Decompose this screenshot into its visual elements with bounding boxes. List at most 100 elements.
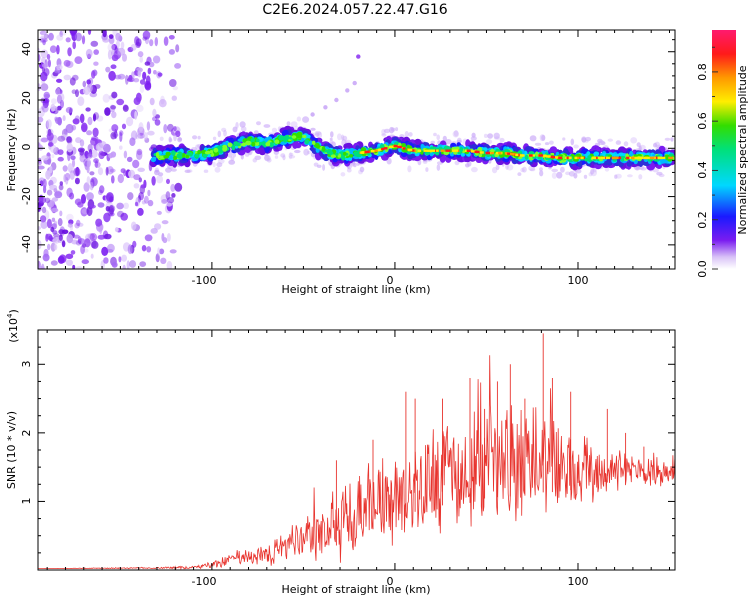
halo-blob [445,139,452,145]
ridge-core [427,149,430,152]
noise-blob [54,191,63,199]
ridge-core [643,156,648,160]
colorbar: 0.0 0.2 0.4 0.6 0.8 Normalized spectral … [696,30,749,278]
noise-blob [38,83,41,92]
halo-blob [454,160,460,166]
noise-blob [89,171,95,176]
noise-blob [63,128,68,136]
ridge-blob [296,135,303,139]
noise-blob [132,240,137,248]
noise-blob [46,53,51,60]
ridge-blob [661,159,669,164]
halo-blob [316,164,322,168]
ridge-core [423,149,429,152]
noise-blob [49,45,57,53]
noise-blob [108,70,116,81]
ridge-blob [163,154,170,159]
ridge-blob [255,138,260,143]
halo-blob [337,133,342,141]
noise-blob [88,204,96,209]
noise-blob [106,192,114,202]
ridge-core [429,149,434,152]
ridge-blob [150,157,157,163]
noise-blob [166,197,175,204]
ridge-blob [301,134,307,139]
noise-blob [87,30,92,35]
noise-blob [172,86,179,91]
halo-blob [470,136,477,141]
halo-blob [235,122,239,129]
halo-blob [212,136,217,141]
halo-blob [636,142,641,148]
noise-blob [53,188,58,193]
noise-blob [77,96,85,106]
noise-blob [38,159,42,166]
noise-blob [123,202,129,209]
ridge-blob [638,159,644,167]
noise-blob [56,236,64,244]
noise-blob [174,182,183,192]
noise-blob [47,142,54,147]
ridge-blob [155,151,160,158]
noise-blob [41,32,48,40]
noise-blob [38,266,45,269]
halo-blob [452,130,459,138]
halo-blob [544,142,550,146]
noise-blob [52,238,59,244]
halo-blob [483,133,488,138]
ridge-blob [265,141,271,147]
noise-blob [129,260,137,268]
ridge-blob [614,153,620,158]
halo-blob [597,138,603,144]
ridge-blob [292,141,298,149]
ridge-core [361,151,365,154]
ridge-core [436,149,439,152]
noise-blob [154,223,162,230]
halo-blob [640,167,647,171]
spectrogram-ytick: 40 [20,42,33,56]
noise-blob [134,201,139,207]
ridge-blob [233,141,238,146]
halo-blob [570,138,575,146]
halo-blob [329,137,333,141]
noise-blob [104,233,112,240]
noise-blob [58,184,64,191]
halo-blob [168,136,172,143]
noise-blob [74,177,80,185]
noise-blob [41,105,45,110]
ridge-blob [245,140,252,146]
halo-blob [485,139,493,145]
noise-blob [94,161,101,168]
ridge-core [633,156,639,160]
noise-blob [146,246,152,253]
noise-blob [69,77,76,86]
snr-xtick: 100 [568,575,589,588]
noise-blob [173,126,177,132]
halo-blob [499,137,505,143]
halo-blob [471,166,478,173]
noise-blob [165,191,171,200]
noise-blob [105,166,109,176]
noise-blob [139,56,143,63]
noise-blob [168,35,175,40]
noise-blob [79,113,85,124]
noise-blob [107,49,112,60]
halo-blob [652,168,659,173]
halo-blob [212,161,216,168]
noise-blob [72,41,76,50]
noise-blob [175,130,181,138]
noise-blob [72,118,80,125]
noise-blob [139,261,147,267]
noise-blob [81,35,86,45]
spectrogram-xlabel: Height of straight line (km) [281,283,430,296]
halo-blob [353,162,357,168]
noise-blob [149,97,155,106]
noise-blob [71,239,79,245]
ridge-blob [173,155,178,160]
noise-blob [98,150,105,160]
ridge-core [649,156,655,160]
ridge-core [464,149,468,152]
noise-blob [67,223,73,228]
noise-blob [153,70,157,75]
noise-blob [107,43,115,52]
